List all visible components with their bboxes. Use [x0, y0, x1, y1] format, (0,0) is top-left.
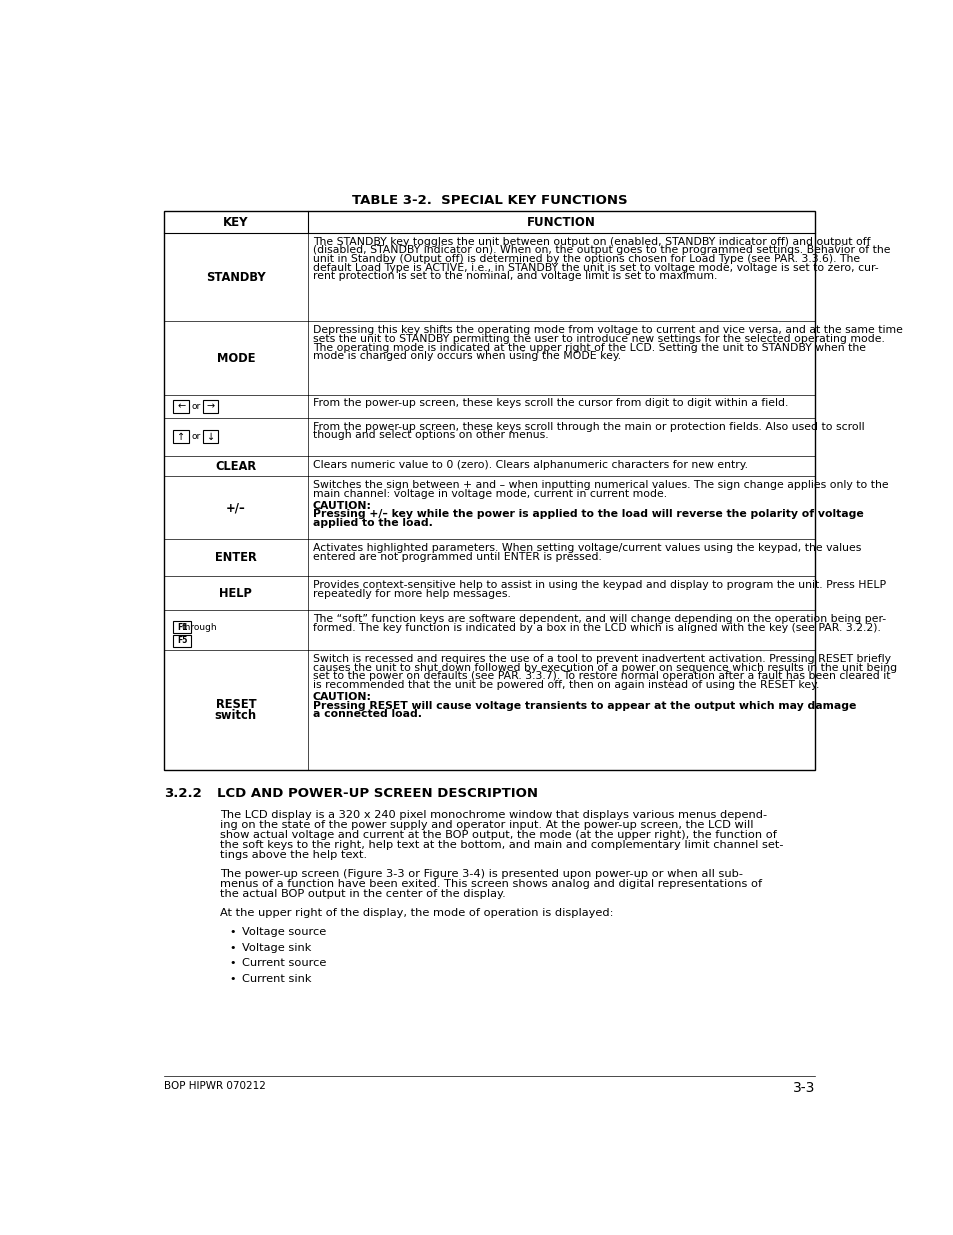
Text: is recommended that the unit be powered off, then on again instead of using the : is recommended that the unit be powered …	[313, 680, 819, 690]
Text: HELP: HELP	[219, 587, 252, 600]
Text: menus of a function have been exited. This screen shows analog and digital repre: menus of a function have been exited. Th…	[220, 879, 761, 889]
Text: ↓: ↓	[207, 432, 214, 442]
Bar	[164, 211, 815, 769]
Text: unit in Standby (Output off) is determined by the options chosen for Load Type (: unit in Standby (Output off) is determin…	[313, 254, 860, 264]
Text: The LCD display is a 320 x 240 pixel monochrome window that displays various men: The LCD display is a 320 x 240 pixel mon…	[220, 810, 766, 820]
Bar	[203, 400, 218, 412]
Bar	[173, 400, 189, 412]
Text: Depressing this key shifts the operating mode from voltage to current and vice v: Depressing this key shifts the operating…	[313, 325, 902, 335]
Text: →: →	[207, 401, 214, 411]
Text: ↑: ↑	[177, 432, 185, 442]
Text: BOP HIPWR 070212: BOP HIPWR 070212	[164, 1081, 266, 1091]
Text: Voltage source: Voltage source	[241, 927, 326, 937]
Text: FUNCTION: FUNCTION	[526, 216, 596, 228]
Text: though and select options on other menus.: though and select options on other menus…	[313, 430, 548, 440]
Text: causes the unit to shut down followed by execution of a power on sequence which : causes the unit to shut down followed by…	[313, 663, 896, 673]
Text: •: •	[229, 973, 235, 983]
Bar	[173, 431, 189, 443]
Text: entered are not programmed until ENTER is pressed.: entered are not programmed until ENTER i…	[313, 552, 601, 562]
Text: +/–: +/–	[226, 501, 246, 514]
Text: ←: ←	[177, 401, 185, 411]
Text: ENTER: ENTER	[214, 551, 256, 564]
Text: The “soft” function keys are software dependent, and will change depending on th: The “soft” function keys are software de…	[313, 614, 885, 624]
Text: •: •	[229, 958, 235, 968]
Text: Switch is recessed and requires the use of a tool to prevent inadvertent activat: Switch is recessed and requires the use …	[313, 655, 890, 664]
Text: applied to the load.: applied to the load.	[313, 517, 433, 529]
Bar	[203, 431, 218, 443]
Text: •: •	[229, 942, 235, 953]
Text: switch: switch	[214, 709, 256, 721]
Text: Clears numeric value to 0 (zero). Clears alphanumeric characters for new entry.: Clears numeric value to 0 (zero). Clears…	[313, 461, 747, 471]
Text: The power-up screen (Figure 3-3 or Figure 3-4) is presented upon power-up or whe: The power-up screen (Figure 3-3 or Figur…	[220, 869, 742, 879]
Text: STANDBY: STANDBY	[206, 270, 266, 284]
Text: LCD AND POWER-UP SCREEN DESCRIPTION: LCD AND POWER-UP SCREEN DESCRIPTION	[216, 787, 537, 799]
Text: Voltage sink: Voltage sink	[241, 942, 311, 953]
Text: Current source: Current source	[241, 958, 326, 968]
Text: RESET: RESET	[215, 698, 256, 711]
Text: mode is changed only occurs when using the MODE key.: mode is changed only occurs when using t…	[313, 351, 620, 361]
Text: main channel: voltage in voltage mode, current in current mode.: main channel: voltage in voltage mode, c…	[313, 489, 666, 499]
Text: At the upper right of the display, the mode of operation is displayed:: At the upper right of the display, the m…	[220, 908, 613, 918]
Text: (disabled, STANDBY indicator on). When on, the output goes to the programmed set: (disabled, STANDBY indicator on). When o…	[313, 246, 889, 256]
Text: Provides context-sensitive help to assist in using the keypad and display to pro: Provides context-sensitive help to assis…	[313, 580, 885, 590]
Text: •: •	[229, 927, 235, 937]
Text: Activates highlighted parameters. When setting voltage/current values using the : Activates highlighted parameters. When s…	[313, 543, 861, 553]
Text: Pressing RESET will cause voltage transients to appear at the output which may d: Pressing RESET will cause voltage transi…	[313, 700, 856, 710]
Text: repeatedly for more help messages.: repeatedly for more help messages.	[313, 589, 511, 599]
Text: The operating mode is indicated at the upper right of the LCD. Setting the unit : The operating mode is indicated at the u…	[313, 342, 865, 352]
Bar	[173, 621, 191, 634]
Text: set to the power on defaults (see PAR. 3.3.7). To restore normal operation after: set to the power on defaults (see PAR. 3…	[313, 672, 889, 682]
Text: TABLE 3-2.  SPECIAL KEY FUNCTIONS: TABLE 3-2. SPECIAL KEY FUNCTIONS	[352, 194, 627, 207]
Text: The STANDBY key toggles the unit between output on (enabled, STANDBY indicator o: The STANDBY key toggles the unit between…	[313, 237, 869, 247]
Text: sets the unit to STANDBY permitting the user to introduce new settings for the s: sets the unit to STANDBY permitting the …	[313, 333, 884, 343]
Text: Switches the sign between + and – when inputting numerical values. The sign chan: Switches the sign between + and – when i…	[313, 480, 887, 490]
Text: formed. The key function is indicated by a box in the LCD which is aligned with : formed. The key function is indicated by…	[313, 622, 880, 632]
Text: or: or	[192, 432, 200, 441]
Text: CLEAR: CLEAR	[215, 459, 256, 473]
Text: Pressing +/– key while the power is applied to the load will reverse the polarit: Pressing +/– key while the power is appl…	[313, 509, 862, 520]
Text: CAUTION:: CAUTION:	[313, 500, 372, 511]
Text: MODE: MODE	[216, 352, 254, 364]
Text: 3.2.2: 3.2.2	[164, 787, 202, 799]
Text: ing on the state of the power supply and operator input. At the power-up screen,: ing on the state of the power supply and…	[220, 820, 753, 830]
Text: tings above the help text.: tings above the help text.	[220, 850, 367, 860]
Text: the soft keys to the right, help text at the bottom, and main and complementary : the soft keys to the right, help text at…	[220, 840, 782, 850]
Text: Current sink: Current sink	[241, 973, 311, 983]
Text: KEY: KEY	[223, 216, 249, 228]
Text: a connected load.: a connected load.	[313, 709, 421, 719]
Text: the actual BOP output in the center of the display.: the actual BOP output in the center of t…	[220, 889, 505, 899]
Text: CAUTION:: CAUTION:	[313, 692, 372, 701]
Text: default Load Type is ACTIVE, i.e., in STANDBY the unit is set to voltage mode, v: default Load Type is ACTIVE, i.e., in ST…	[313, 263, 878, 273]
Text: From the power-up screen, these keys scroll through the main or protection field: From the power-up screen, these keys scr…	[313, 421, 863, 431]
Text: or: or	[192, 401, 200, 411]
Text: through: through	[182, 622, 217, 631]
Text: From the power-up screen, these keys scroll the cursor from digit to digit withi: From the power-up screen, these keys scr…	[313, 399, 787, 409]
Bar	[173, 635, 191, 647]
Text: 3-3: 3-3	[792, 1081, 815, 1094]
Text: F5: F5	[176, 636, 187, 645]
Text: rent protection is set to the nominal, and voltage limit is set to maximum.: rent protection is set to the nominal, a…	[313, 272, 717, 282]
Text: show actual voltage and current at the BOP output, the mode (at the upper right): show actual voltage and current at the B…	[220, 830, 776, 840]
Text: F1: F1	[176, 622, 187, 631]
